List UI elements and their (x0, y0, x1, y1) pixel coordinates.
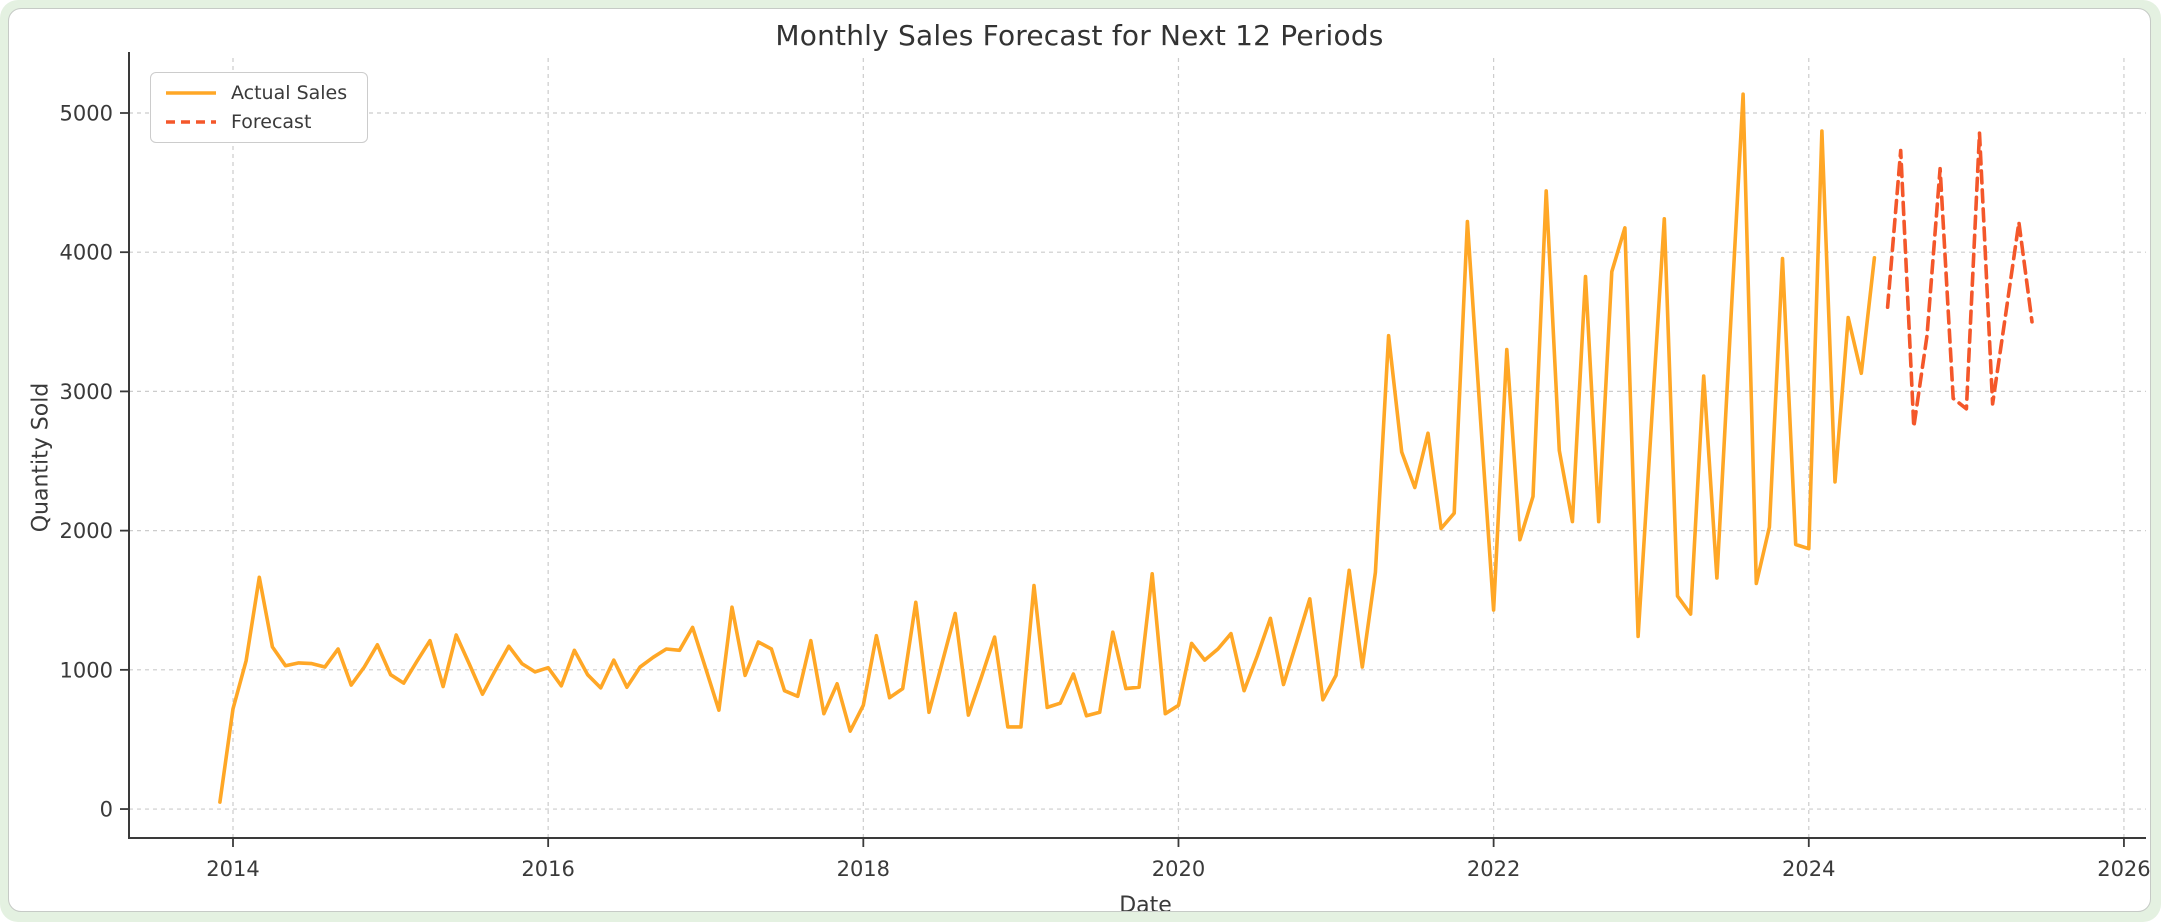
actual-sales-line (218, 92, 1877, 804)
x-tick-label: 2024 (1782, 857, 1835, 881)
x-axis-label: Date (1119, 893, 1172, 912)
forecast-line-swatch-icon (166, 120, 216, 124)
y-tick-label: 2000 (60, 519, 113, 543)
x-tick-label: 2018 (837, 857, 890, 881)
actual-line-swatch-icon (166, 91, 216, 95)
y-tick-label: 3000 (60, 380, 113, 404)
x-tick-label: 2020 (1152, 857, 1205, 881)
y-tick-label: 1000 (60, 658, 113, 682)
x-tick-label: 2014 (206, 857, 259, 881)
x-tick-label: 2026 (2097, 857, 2150, 881)
chart-title: Monthly Sales Forecast for Next 12 Perio… (775, 19, 1384, 52)
legend-label-actual: Actual Sales (231, 82, 348, 104)
legend-label-forecast: Forecast (231, 111, 312, 133)
y-tick-label: 5000 (60, 101, 113, 125)
x-tick-label: 2016 (521, 857, 574, 881)
chart-plot-area: 2014 2016 2018 2020 2022 2024 2026 0 1000 2000 300… (60, 52, 2150, 881)
legend-box: Actual Sales Forecast (150, 72, 369, 143)
forecast-line (1885, 131, 2034, 429)
legend-item-forecast: Forecast (165, 111, 347, 133)
y-axis-label: Quantity Sold (28, 382, 54, 533)
y-tick-label: 0 (100, 798, 113, 822)
chart-card: Monthly Sales Forecast for Next 12 Perio… (8, 8, 2151, 912)
x-tick-label: 2022 (1467, 857, 1520, 881)
legend-item-actual: Actual Sales (165, 82, 347, 104)
y-tick-label: 4000 (60, 241, 113, 265)
